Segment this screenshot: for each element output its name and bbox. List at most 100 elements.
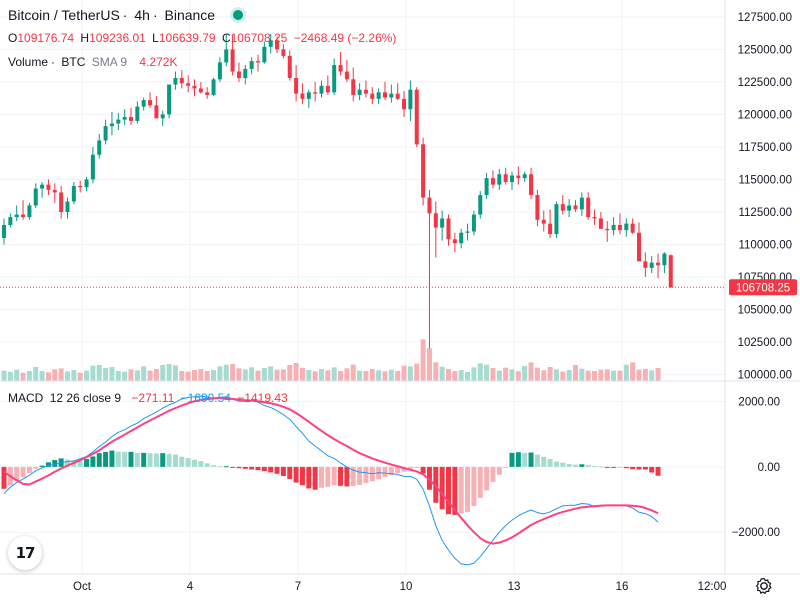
candle-body bbox=[421, 144, 426, 198]
volume-value: 4.272K bbox=[139, 55, 178, 69]
time-tick-label: 10 bbox=[400, 581, 413, 593]
histogram-bar bbox=[522, 452, 528, 467]
price-tick-label: 120000.00 bbox=[738, 109, 792, 121]
price-tick-label: 115000.00 bbox=[738, 174, 792, 186]
volume-bar bbox=[395, 371, 401, 381]
volume-bar bbox=[420, 339, 426, 381]
volume-legend[interactable]: Volume · BTC SMA 9 4.272K bbox=[8, 55, 180, 69]
macd-axis[interactable]: −2000.00 0.00 2000.00 bbox=[732, 397, 780, 540]
candles bbox=[2, 33, 673, 349]
candle-body bbox=[198, 88, 203, 93]
candle-body bbox=[116, 119, 121, 124]
histogram-bar bbox=[426, 466, 432, 490]
histogram-bar bbox=[77, 461, 83, 467]
candle-body bbox=[440, 218, 445, 228]
volume-bar bbox=[204, 371, 210, 381]
volume-label[interactable]: Volume bbox=[8, 55, 49, 69]
volume-bar bbox=[642, 369, 648, 381]
candle-body bbox=[446, 218, 451, 240]
histogram-bar bbox=[109, 450, 115, 467]
market-status-icon[interactable] bbox=[229, 7, 246, 23]
time-axis[interactable]: Oct 4 7 10 13 16 12:00 bbox=[73, 581, 726, 593]
volume-bar bbox=[319, 369, 324, 381]
volume-bar bbox=[592, 371, 598, 381]
histogram-bar bbox=[230, 466, 236, 468]
candle-body bbox=[71, 185, 76, 202]
time-tick-label: 16 bbox=[616, 581, 629, 593]
gear-icon[interactable] bbox=[754, 576, 774, 596]
candle-body bbox=[287, 55, 292, 79]
histogram-bar bbox=[388, 466, 394, 476]
candle-body bbox=[319, 85, 324, 94]
macd-params: 12 26 close 9 bbox=[49, 391, 122, 405]
candle-body bbox=[167, 84, 172, 115]
histogram-bar bbox=[553, 461, 559, 467]
candle-body bbox=[313, 92, 318, 94]
volume-bar bbox=[465, 372, 471, 381]
histogram-bar bbox=[547, 459, 553, 467]
candle-body bbox=[643, 261, 648, 268]
histogram-bar bbox=[217, 466, 223, 468]
symbol-title[interactable]: Bitcoin / TetherUS · 4h · Binance bbox=[8, 7, 249, 23]
histogram-bar bbox=[642, 466, 648, 470]
volume-bar bbox=[1, 370, 7, 381]
histogram-bar bbox=[452, 466, 458, 515]
volume-bar bbox=[452, 371, 458, 381]
candle-body bbox=[65, 201, 70, 212]
candle-body bbox=[103, 126, 108, 141]
macd-value: −1690.54 bbox=[180, 391, 231, 405]
volume-bar bbox=[585, 370, 591, 381]
volume-bar bbox=[458, 370, 464, 381]
candle-body bbox=[97, 140, 102, 155]
volume-bar bbox=[39, 371, 45, 381]
volume-asset: BTC bbox=[61, 55, 86, 69]
candle-body bbox=[173, 78, 178, 85]
volume-bar bbox=[325, 370, 331, 381]
histogram-bar bbox=[325, 466, 331, 487]
histogram-bar bbox=[420, 466, 426, 474]
volume-ma-label: SMA 9 bbox=[91, 55, 128, 69]
candle-body bbox=[205, 92, 210, 95]
volume-bar bbox=[7, 371, 13, 381]
volume-bar bbox=[426, 348, 432, 381]
volume-bar bbox=[547, 367, 553, 381]
histogram-bar bbox=[26, 466, 32, 474]
candle-body bbox=[656, 262, 661, 266]
histogram-bar bbox=[96, 453, 102, 467]
volume-bar bbox=[433, 362, 439, 381]
candle-body bbox=[465, 231, 470, 233]
candle-body bbox=[617, 224, 622, 231]
volume-bar bbox=[414, 363, 420, 381]
histogram-bar bbox=[598, 466, 604, 468]
candle-body bbox=[598, 218, 603, 229]
volume-bar bbox=[630, 362, 636, 381]
symbol-name[interactable]: Bitcoin / TetherUS bbox=[8, 7, 120, 23]
candle-body bbox=[630, 223, 635, 233]
interval[interactable]: 4h bbox=[134, 7, 150, 23]
candle-body bbox=[535, 195, 540, 220]
histogram-bar bbox=[280, 466, 286, 477]
candle-body bbox=[592, 217, 597, 219]
histogram-bar bbox=[446, 466, 451, 515]
title-separator: · bbox=[122, 7, 128, 23]
title-separator-2: · bbox=[152, 7, 158, 23]
volume-bar bbox=[636, 369, 642, 381]
histogram-bar bbox=[465, 466, 471, 512]
macd-name[interactable]: MACD bbox=[8, 391, 44, 405]
histogram-bar bbox=[185, 458, 191, 467]
volume-bar bbox=[579, 368, 585, 381]
price-axis[interactable]: 100000.00102500.00105000.00107500.001100… bbox=[738, 12, 792, 382]
histogram-bar bbox=[134, 452, 140, 467]
macd-legend[interactable]: MACD 12 26 close 9 −271.11 −1690.54 −141… bbox=[8, 391, 291, 405]
histogram-bar bbox=[287, 466, 293, 479]
volume-bar bbox=[14, 369, 20, 381]
volume-bar bbox=[211, 370, 217, 381]
histogram-bar bbox=[122, 451, 128, 467]
candle-body bbox=[516, 175, 521, 179]
histogram-bar bbox=[338, 466, 344, 486]
histogram-bar bbox=[103, 451, 109, 467]
histogram-bar bbox=[39, 465, 45, 467]
last-price-label: 106708.25 bbox=[736, 282, 790, 294]
tradingview-logo-icon[interactable]: 17 bbox=[8, 536, 42, 570]
